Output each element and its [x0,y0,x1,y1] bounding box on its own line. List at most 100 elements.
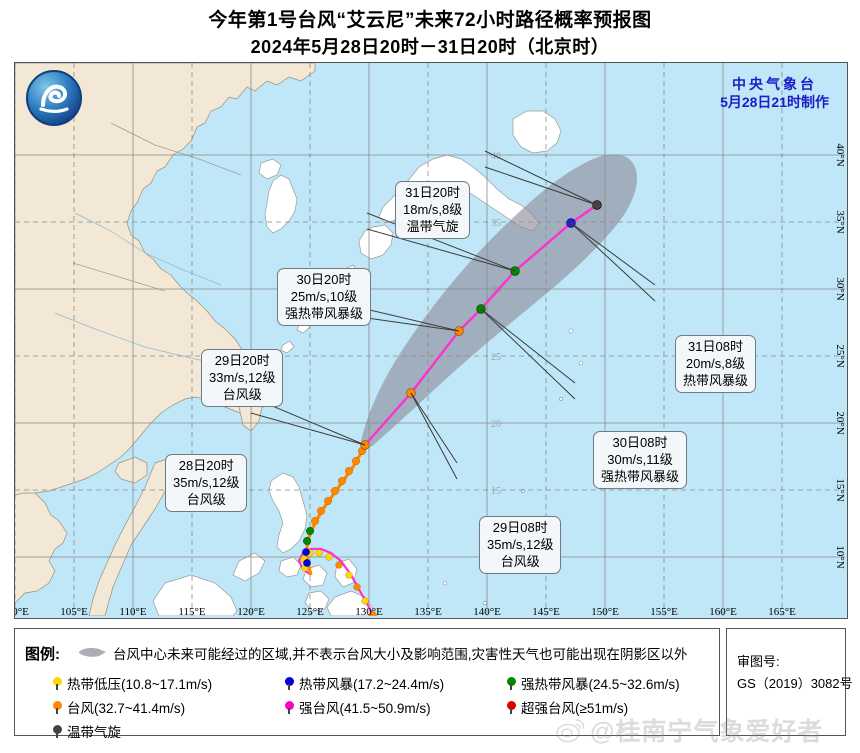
severe-typhoon-icon [285,700,294,714]
svg-text:40: 40 [491,151,501,162]
lon-tick-155e: 155°E [650,606,678,618]
callout-30-08[interactable]: 30日08时 30m/s,11级 强热带风暴级 [593,431,688,489]
callout-29-20[interactable]: 29日20时 33m/s,12级 台风级 [201,349,284,407]
lon-tick-150e: 150°E [591,606,619,618]
track-node-31-20 [592,200,602,210]
callout-wind: 35m/s,12级 [487,537,554,552]
callout-time: 31日08时 [688,339,743,354]
callout-29-08[interactable]: 29日08时 35m/s,12级 台风级 [479,516,562,574]
lon-tick-115e: 115°E [178,606,206,618]
super-typhoon-icon [507,700,516,714]
legend-item-5: 超强台风(≥51m/s) [507,697,628,717]
lon-tick-110e: 110°E [119,606,147,618]
callout-wind: 18m/s,8级 [403,202,463,217]
approval-label: 审图号: [737,654,780,669]
legend-item-2: 强热带风暴(24.5~32.6m/s) [507,673,680,693]
legend-item-1: 热带风暴(17.2~24.4m/s) [285,673,507,693]
legend-title: 图例: [25,646,60,663]
title-line-2: 2024年5月28日20时－31日20时（北京时） [250,37,610,57]
callout-grade: 热带风暴级 [683,373,749,388]
callout-grade: 台风级 [500,554,540,569]
legend-panel: 图例: 台风中心未来可能经过的区域,并不表示台风大小及影响范围,灾害性天气也可能… [14,628,720,740]
lon-tick-165e: 165°E [768,606,796,618]
callout-28-20[interactable]: 28日20时 35m/s,12级 台风级 [165,454,248,512]
cma-logo [23,67,85,129]
approval-number: GS（2019）3082号 [737,676,853,691]
callout-grade: 强热带风暴级 [601,469,680,484]
title-line-1: 今年第1号台风“艾云尼”未来72小时路径概率预报图 [208,10,652,31]
lon-tick-125e: 125°E [296,606,324,618]
legend-item-0: 热带低压(10.8~17.1m/s) [53,673,285,693]
legend-label: 热带低压(10.8~17.1m/s) [67,677,213,692]
callout-30-20[interactable]: 30日20时 25m/s,10级 强热带风暴级 [277,268,372,326]
svg-text:25: 25 [491,352,501,363]
svg-text:20: 20 [491,419,501,430]
forecast-cone [361,154,637,447]
callout-31-20[interactable]: 31日20时 18m/s,8级 温带气旋 [395,181,471,239]
tropical-storm-icon [285,676,294,690]
callout-wind: 33m/s,12级 [209,370,276,385]
legend-label: 温带气旋 [67,725,121,740]
lat-tick-30n: 30°N [834,277,846,301]
lon-tick-120e: 120°E [237,606,265,618]
callout-wind: 35m/s,12级 [173,475,240,490]
svg-text:15: 15 [491,486,501,497]
approval-panel: 审图号: GS（2019）3082号 [726,628,853,736]
legend-items: 热带低压(10.8~17.1m/s) 热带风暴(17.2~24.4m/s) 强热… [53,671,715,743]
svg-text:35: 35 [491,218,501,229]
track-node-29-08 [406,388,416,398]
legend-item-4: 强台风(41.5~50.9m/s) [285,697,507,717]
callout-time: 30日08时 [612,435,668,450]
lat-tick-35n: 35°N [834,210,846,234]
callout-time: 30日20时 [296,272,352,287]
callout-31-08[interactable]: 31日08时 20m/s,8级 热带风暴级 [675,335,757,393]
map-inner: 40 35 30 25 20 15 10 [15,63,847,618]
severe-tropical-storm-icon [507,676,516,690]
agency-name: 中央气象台 [732,76,818,92]
callout-grade: 台风级 [222,387,262,402]
callout-wind: 25m/s,10级 [290,289,358,304]
lon-tick-105e: 105°E [60,606,88,618]
track-node-29-20 [454,326,464,336]
legend-label: 强热带风暴(24.5~32.6m/s) [521,677,680,692]
lat-tick-20n: 20°N [834,411,846,435]
lon-tick-145e: 145°E [532,606,560,618]
callout-time: 29日20时 [214,353,270,368]
callout-time: 29日08时 [492,520,548,535]
agency-issued-time: 5月28日21时制作 [720,94,829,110]
lon-tick-160e: 160°E [709,606,737,618]
legend-label: 台风(32.7~41.4m/s) [67,701,186,716]
typhoon-icon [53,700,62,714]
page-title: 今年第1号台风“艾云尼”未来72小时路径概率预报图 2024年5月28日20时－… [0,8,860,60]
callout-grade: 温带气旋 [406,219,459,234]
legend-label: 热带风暴(17.2~24.4m/s) [299,677,445,692]
lon-tick-135e: 135°E [414,606,442,618]
callout-grade: 强热带风暴级 [285,306,364,321]
lat-tick-10n: 10°N [834,545,846,569]
legend-label: 强台风(41.5~50.9m/s) [299,701,431,716]
graticule [15,63,845,616]
lon-tick-130e: 130°E [355,606,383,618]
map-canvas[interactable]: 40 35 30 25 20 15 10 [14,62,848,619]
callout-time: 28日20时 [178,458,234,473]
legend-label: 超强台风(≥51m/s) [521,701,629,716]
extratropical-cyclone-icon [53,724,62,738]
track-node-28-20 [360,440,370,450]
legend-cone-description: 台风中心未来可能经过的区域,并不表示台风大小及影响范围,灾害性天气也可能出现在阴… [113,647,688,662]
historical-track [297,444,377,618]
track-node-31-08 [566,218,576,228]
lat-tick-40n: 40°N [834,143,846,167]
legend-item-3: 台风(32.7~41.4m/s) [53,697,285,717]
callout-time: 31日20时 [405,185,461,200]
cone-swatch-icon [79,648,106,657]
callout-wind: 20m/s,8级 [685,356,746,371]
callout-grade: 台风级 [186,492,226,507]
callout-wind: 30m/s,11级 [607,452,673,467]
lat-tick-25n: 25°N [834,344,846,368]
tropical-depression-icon [53,676,62,690]
lon-tick-100e: 100°E [15,606,29,618]
agency-label: 中央气象台 5月28日21时制作 [720,75,829,111]
legend-item-6: 温带气旋 [53,721,121,741]
lon-tick-140e: 140°E [473,606,501,618]
